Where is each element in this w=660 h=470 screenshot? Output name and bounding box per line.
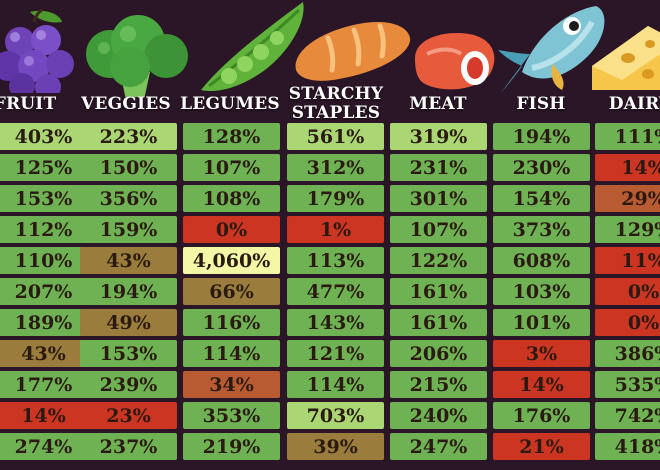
- cell-dairy-row-4: 129%: [595, 216, 660, 243]
- bread-icon: [295, 21, 411, 81]
- cheese-icon: [592, 26, 660, 90]
- cell-dairy-row-3: 29%: [595, 185, 660, 212]
- cell-dairy-row-1: 111%: [595, 123, 660, 150]
- cell-starchy-row-8: 121%: [287, 340, 384, 367]
- cell-fish-row-1: 194%: [493, 123, 590, 150]
- cell-meat-row-1: 319%: [390, 123, 487, 150]
- cell-starchy-row-2: 312%: [287, 154, 384, 181]
- column-header-meat: MEAT: [409, 93, 467, 114]
- cell-legumes-row-9: 34%: [183, 371, 280, 398]
- cell-dairy-row-7: 0%: [595, 309, 660, 336]
- cell-fruit-row-11: 274%: [0, 433, 92, 460]
- cell-starchy-row-9: 114%: [287, 371, 384, 398]
- cell-veggies-row-6: 194%: [80, 278, 177, 305]
- cell-meat-row-2: 231%: [390, 154, 487, 181]
- cell-fruit-row-9: 177%: [0, 371, 92, 398]
- cell-starchy-row-1: 561%: [287, 123, 384, 150]
- fish-icon: [498, 6, 605, 94]
- cell-dairy-row-5: 11%: [595, 247, 660, 274]
- cell-fruit-row-3: 153%: [0, 185, 92, 212]
- cell-legumes-row-6: 66%: [183, 278, 280, 305]
- cell-dairy-row-2: 14%: [595, 154, 660, 181]
- cell-legumes-row-4: 0%: [183, 216, 280, 243]
- cell-veggies-row-3: 356%: [80, 185, 177, 212]
- cell-veggies-row-4: 159%: [80, 216, 177, 243]
- cell-legumes-row-2: 107%: [183, 154, 280, 181]
- cell-meat-row-8: 206%: [390, 340, 487, 367]
- cell-fruit-row-5: 110%: [0, 247, 92, 274]
- cell-fish-row-8: 3%: [493, 340, 590, 367]
- cell-veggies-row-1: 223%: [80, 123, 177, 150]
- cell-fish-row-6: 103%: [493, 278, 590, 305]
- cell-legumes-row-5: 4,060%: [183, 247, 280, 274]
- cell-starchy-row-6: 477%: [287, 278, 384, 305]
- cell-dairy-row-6: 0%: [595, 278, 660, 305]
- cell-fish-row-4: 373%: [493, 216, 590, 243]
- cell-meat-row-6: 161%: [390, 278, 487, 305]
- cell-veggies-row-8: 153%: [80, 340, 177, 367]
- cell-fruit-row-8: 43%: [0, 340, 92, 367]
- cell-starchy-row-4: 1%: [287, 216, 384, 243]
- cell-starchy-row-5: 113%: [287, 247, 384, 274]
- cell-meat-row-4: 107%: [390, 216, 487, 243]
- cell-legumes-row-1: 128%: [183, 123, 280, 150]
- cell-fruit-row-2: 125%: [0, 154, 92, 181]
- cell-fish-row-10: 176%: [493, 402, 590, 429]
- steak-icon: [415, 33, 495, 90]
- cell-fruit-row-10: 14%: [0, 402, 92, 429]
- cell-meat-row-5: 122%: [390, 247, 487, 274]
- cell-fruit-row-6: 207%: [0, 278, 92, 305]
- cell-starchy-row-3: 179%: [287, 185, 384, 212]
- cell-starchy-row-10: 703%: [287, 402, 384, 429]
- grapes-icon: [0, 8, 74, 93]
- cell-veggies-row-11: 237%: [80, 433, 177, 460]
- cell-fruit-row-1: 403%: [0, 123, 92, 150]
- broccoli-icon: [86, 15, 188, 97]
- cell-fish-row-5: 608%: [493, 247, 590, 274]
- cell-starchy-row-11: 39%: [287, 433, 384, 460]
- cell-meat-row-3: 301%: [390, 185, 487, 212]
- cell-fish-row-2: 230%: [493, 154, 590, 181]
- column-header-fruit: FRUIT: [0, 93, 57, 114]
- cell-dairy-row-8: 386%: [595, 340, 660, 367]
- cell-veggies-row-10: 23%: [80, 402, 177, 429]
- column-header-veggies: VEGGIES: [81, 93, 171, 114]
- column-header-starchy: STARCHY STAPLES: [288, 84, 384, 123]
- column-header-dairy: DAIRY: [608, 93, 660, 114]
- cell-fruit-row-7: 189%: [0, 309, 92, 336]
- cell-legumes-row-7: 116%: [183, 309, 280, 336]
- column-header-fish: FISH: [516, 93, 566, 114]
- cell-legumes-row-3: 108%: [183, 185, 280, 212]
- cell-fruit-row-4: 112%: [0, 216, 92, 243]
- cell-meat-row-10: 240%: [390, 402, 487, 429]
- cell-veggies-row-9: 239%: [80, 371, 177, 398]
- cell-dairy-row-9: 535%: [595, 371, 660, 398]
- cell-veggies-row-2: 150%: [80, 154, 177, 181]
- cell-meat-row-7: 161%: [390, 309, 487, 336]
- cell-legumes-row-10: 353%: [183, 402, 280, 429]
- cell-starchy-row-7: 143%: [287, 309, 384, 336]
- cell-fish-row-11: 21%: [493, 433, 590, 460]
- cell-fish-row-3: 154%: [493, 185, 590, 212]
- column-header-legumes: LEGUMES: [180, 93, 280, 114]
- pea-pod-icon: [201, 2, 304, 92]
- cell-veggies-row-5: 43%: [80, 247, 177, 274]
- cell-fish-row-9: 14%: [493, 371, 590, 398]
- cell-meat-row-11: 247%: [390, 433, 487, 460]
- cell-legumes-row-11: 219%: [183, 433, 280, 460]
- cell-meat-row-9: 215%: [390, 371, 487, 398]
- cell-fish-row-7: 101%: [493, 309, 590, 336]
- cell-legumes-row-8: 114%: [183, 340, 280, 367]
- cell-dairy-row-10: 742%: [595, 402, 660, 429]
- cell-veggies-row-7: 49%: [80, 309, 177, 336]
- cell-dairy-row-11: 418%: [595, 433, 660, 460]
